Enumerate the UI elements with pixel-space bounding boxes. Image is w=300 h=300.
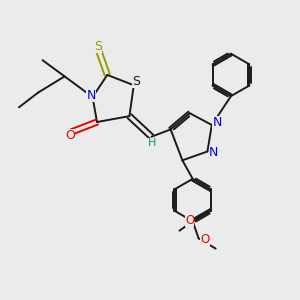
- Text: H: H: [148, 138, 156, 148]
- Text: S: S: [132, 75, 140, 88]
- Text: S: S: [94, 40, 103, 53]
- Text: O: O: [185, 214, 194, 227]
- Text: O: O: [200, 233, 210, 246]
- Text: N: N: [86, 89, 96, 102]
- Text: N: N: [212, 116, 222, 128]
- Text: O: O: [65, 129, 75, 142]
- Text: N: N: [209, 146, 219, 159]
